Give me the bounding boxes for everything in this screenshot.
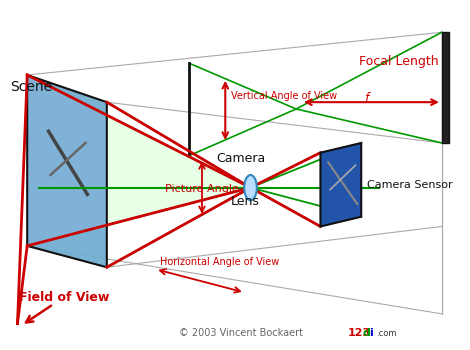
Polygon shape — [27, 75, 251, 267]
Text: .com: .com — [376, 329, 396, 338]
Polygon shape — [27, 75, 107, 267]
Polygon shape — [442, 32, 449, 143]
Text: Vertical Angle of View: Vertical Angle of View — [231, 91, 337, 101]
Text: © 2003 Vincent Bockaert: © 2003 Vincent Bockaert — [179, 328, 303, 338]
Text: Scene: Scene — [10, 79, 52, 93]
Ellipse shape — [244, 175, 257, 200]
Text: Camera: Camera — [216, 152, 266, 166]
Text: Lens: Lens — [230, 195, 259, 208]
Text: Focal Length: Focal Length — [359, 55, 439, 68]
Text: d: d — [362, 328, 370, 338]
Text: 123: 123 — [348, 328, 371, 338]
Text: Field of View: Field of View — [19, 291, 110, 304]
Text: Picture Angle: Picture Angle — [165, 184, 239, 195]
Text: Camera Sensor: Camera Sensor — [367, 180, 453, 190]
Polygon shape — [321, 143, 361, 226]
Text: i: i — [369, 328, 373, 338]
Text: Horizontal Angle of View: Horizontal Angle of View — [160, 257, 280, 267]
Text: f: f — [364, 92, 368, 105]
